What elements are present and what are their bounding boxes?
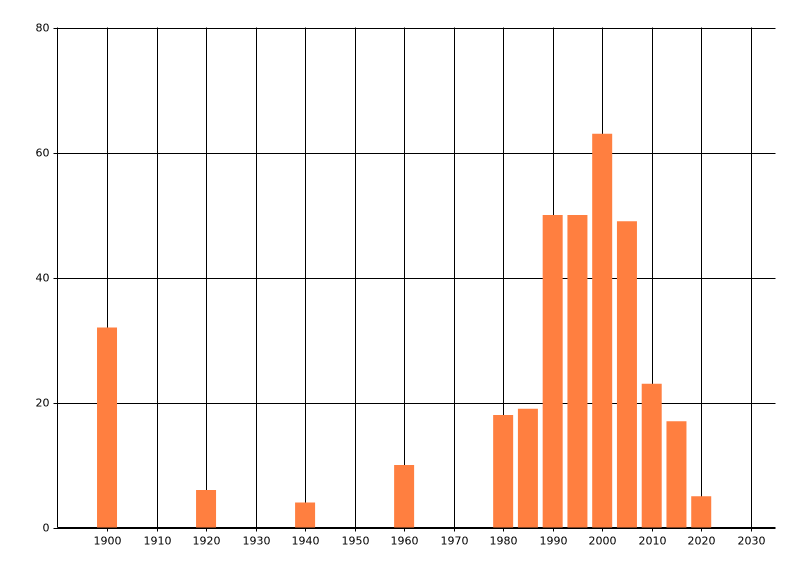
x-tick-label: 1910 xyxy=(144,535,172,548)
bar xyxy=(567,215,588,528)
y-tick-label: 40 xyxy=(36,272,50,285)
bar xyxy=(542,215,563,528)
bar xyxy=(97,327,118,528)
bar xyxy=(641,383,662,528)
x-tick-label: 1980 xyxy=(490,535,518,548)
y-tick-label: 60 xyxy=(36,147,50,160)
y-tick-label: 80 xyxy=(36,22,50,35)
x-tick-label: 2020 xyxy=(688,535,716,548)
bar xyxy=(493,415,514,528)
x-tick-label: 1900 xyxy=(94,535,122,548)
bar xyxy=(616,221,637,528)
x-tick-label: 1990 xyxy=(540,535,568,548)
x-tick-label: 1920 xyxy=(193,535,221,548)
bar xyxy=(666,421,687,528)
x-tick-label: 2010 xyxy=(639,535,667,548)
y-tick-label: 20 xyxy=(36,397,50,410)
x-tick-label: 2030 xyxy=(738,535,766,548)
bar xyxy=(196,490,217,528)
bar xyxy=(394,465,415,528)
x-tick-label: 1930 xyxy=(243,535,271,548)
y-tick-label: 0 xyxy=(43,522,50,535)
bar xyxy=(295,502,316,528)
x-tick-label: 1950 xyxy=(342,535,370,548)
bar xyxy=(517,408,538,528)
bar xyxy=(592,133,613,528)
bar xyxy=(691,496,712,528)
x-tick-label: 1940 xyxy=(292,535,320,548)
x-tick-label: 1960 xyxy=(391,535,419,548)
x-tick-label: 1970 xyxy=(441,535,469,548)
x-tick-label: 2000 xyxy=(589,535,617,548)
